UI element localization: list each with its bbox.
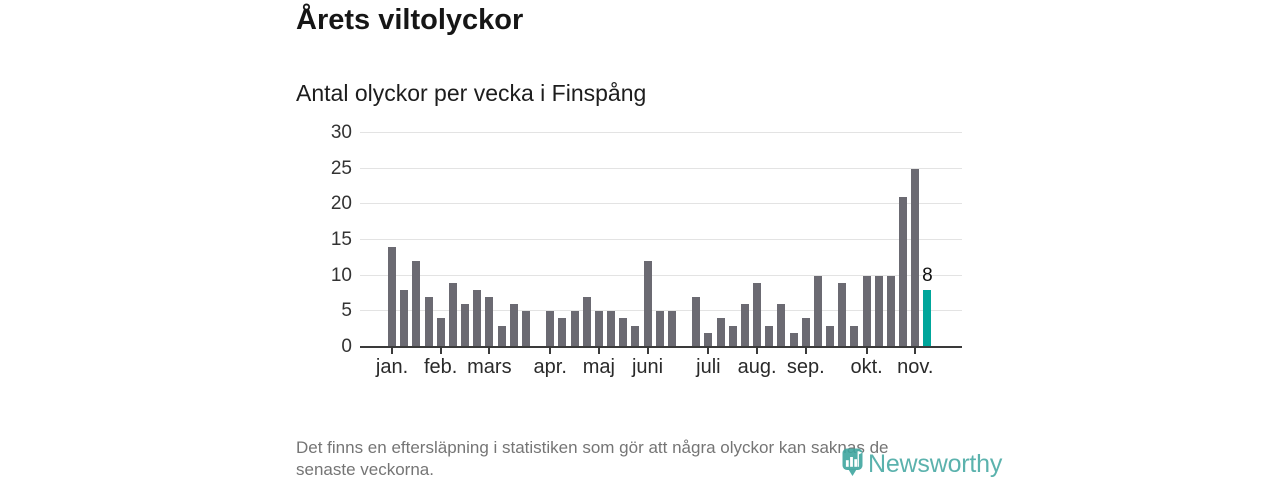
bar-week: [716, 318, 725, 347]
x-tick-label: apr.: [533, 356, 567, 378]
bar-week: [436, 318, 445, 347]
gridline-y30: [360, 132, 962, 133]
bar-week: [558, 318, 567, 347]
bar-week: [607, 311, 616, 347]
bar-week: [412, 261, 421, 347]
y-tick-label: 25: [330, 157, 352, 179]
x-tick-label: juni: [631, 356, 664, 378]
y-tick-label: 15: [330, 229, 352, 250]
bar-week: [643, 261, 652, 347]
x-tick-label: nov.: [897, 356, 934, 378]
x-tick-label: sep.: [786, 356, 825, 378]
x-tick-mars: [488, 348, 491, 354]
bar-week: [813, 275, 822, 347]
x-axis-line: [360, 346, 962, 348]
bar-week: [911, 168, 920, 347]
x-tick-aug: [756, 348, 759, 354]
footnote: Det finns en eftersläpning i statistiken…: [296, 437, 996, 480]
x-tick-label: feb.: [423, 356, 458, 378]
gridline-y20: [360, 203, 962, 205]
bar-week: [777, 304, 786, 347]
x-tick-okt: [865, 348, 868, 354]
x-tick-juni: [646, 348, 649, 354]
x-tick-label: juli: [696, 356, 721, 378]
bar-week: [570, 311, 579, 347]
bar-week: [850, 325, 859, 347]
bar-week: [594, 311, 603, 347]
bar-current-week: [923, 289, 932, 347]
bar-week: [899, 197, 908, 347]
newsworthy-logo: Newsworthy: [842, 448, 1002, 480]
gridline-y25: [360, 167, 962, 169]
gridline-y15: [360, 239, 962, 240]
bar-week: [728, 325, 737, 347]
newsworthy-wordmark: Newsworthy: [868, 450, 1003, 478]
y-tick-label: 5: [341, 300, 352, 322]
bar-week: [886, 275, 895, 347]
y-tick-label: 20: [330, 193, 352, 215]
bar-week: [874, 275, 883, 347]
footnote-line: Det finns en eftersläpning i statistiken…: [296, 438, 889, 457]
bar-week: [619, 318, 628, 347]
x-tick-label: maj: [582, 356, 615, 378]
bar-week: [485, 297, 494, 347]
bar-week: [692, 297, 701, 347]
bar-week: [765, 325, 774, 347]
x-tick-label: mars: [467, 356, 512, 378]
gridline-y5: [360, 310, 962, 312]
bar-week: [789, 332, 798, 347]
bar-week: [424, 297, 433, 347]
y-tick-label: 10: [330, 264, 352, 286]
x-tick-apr: [549, 348, 552, 354]
chart-subtitle: Antal olyckor per vecka i Finspång: [296, 80, 647, 106]
bar-week: [704, 332, 713, 347]
page-title: Årets viltolyckor: [296, 4, 524, 36]
bar-week: [448, 282, 457, 347]
bar-value-label: 8: [922, 264, 933, 286]
bar-week: [801, 318, 810, 347]
x-tick-label: aug.: [737, 356, 777, 378]
bar-week: [655, 311, 664, 347]
bar-week: [400, 289, 409, 347]
x-tick-sep: [804, 348, 807, 354]
bar-week: [740, 304, 749, 347]
bar-week: [826, 325, 835, 347]
bar-week: [838, 282, 847, 347]
bar-week: [862, 275, 871, 347]
x-tick-feb: [439, 348, 442, 354]
x-tick-label: okt.: [850, 356, 883, 378]
bar-week: [473, 289, 482, 347]
y-tick-label: 30: [330, 122, 352, 143]
bar-week: [546, 311, 555, 347]
plot-area: [360, 132, 962, 348]
footnote-line: senaste veckorna.: [296, 460, 434, 479]
bar-week: [521, 311, 530, 347]
newsworthy-bubble-chart-icon: [842, 448, 863, 480]
y-tick-label: 0: [341, 336, 352, 357]
bar-week: [667, 311, 676, 347]
bar-week: [509, 304, 518, 347]
bar-week: [461, 304, 470, 347]
x-tick-jan: [391, 348, 393, 354]
x-tick-label: jan.: [375, 356, 409, 378]
bar-week: [582, 297, 591, 347]
bar-week: [388, 247, 396, 347]
gridline-y10: [360, 274, 962, 276]
x-tick-juli: [707, 348, 710, 354]
bar-week: [753, 282, 762, 347]
x-tick-maj: [597, 348, 600, 354]
bar-week: [631, 325, 640, 347]
x-tick-nov: [914, 348, 917, 354]
bar-week: [497, 325, 506, 347]
